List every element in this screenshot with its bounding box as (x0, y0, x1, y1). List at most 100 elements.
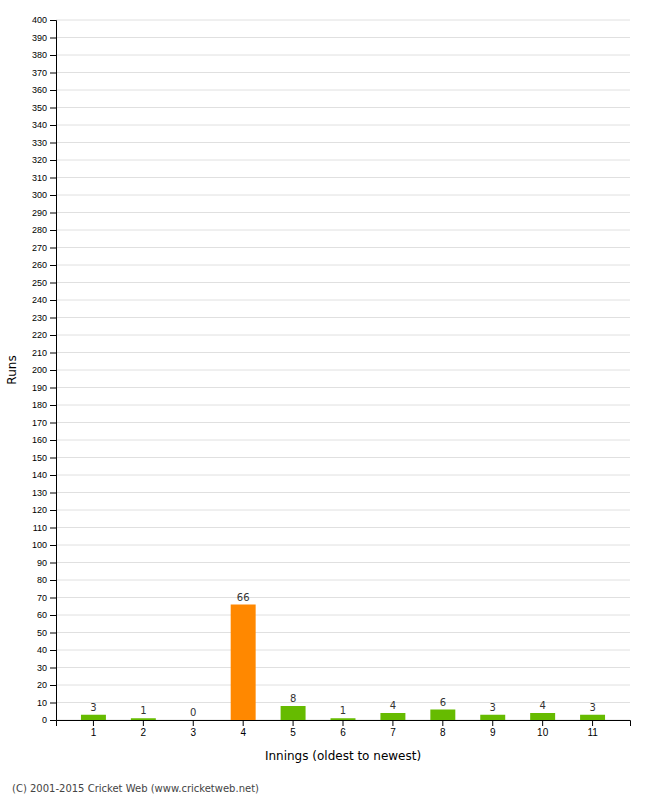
grid-line (56, 457, 630, 458)
y-tick-label: 320 (32, 155, 47, 165)
y-tick: 110 (33, 523, 56, 533)
x-tick: 9 (490, 720, 496, 738)
grid-line (56, 615, 630, 616)
x-axis-title: Innings (oldest to newest) (265, 749, 421, 763)
data-label: 4 (539, 700, 545, 711)
grid-line (56, 125, 630, 126)
y-tick: 260 (32, 260, 56, 270)
grid-line (56, 107, 630, 108)
y-tick: 90 (37, 558, 56, 568)
grid-line (56, 632, 630, 633)
y-tick-mark (50, 458, 56, 459)
data-label: 66 (237, 592, 250, 603)
y-axis: 0102030405060708090100110120130140150160… (32, 15, 57, 725)
grid-line (56, 422, 630, 423)
y-tick: 100 (32, 540, 56, 550)
grid (56, 20, 630, 720)
y-tick-mark (50, 423, 56, 424)
y-tick-label: 150 (32, 453, 47, 463)
x-tick: 11 (587, 720, 598, 738)
x-tick: 2 (141, 720, 147, 738)
x-tick-mark (343, 720, 344, 726)
y-tick-label: 390 (32, 33, 47, 43)
y-tick-label: 350 (32, 103, 47, 113)
data-label: 0 (190, 707, 196, 718)
grid-line (56, 440, 630, 441)
x-tick: 4 (240, 720, 246, 738)
y-tick-label: 220 (32, 330, 47, 340)
y-tick: 240 (32, 295, 56, 305)
grid-line (56, 545, 630, 546)
grid-line (56, 685, 630, 686)
y-tick-mark (50, 528, 56, 529)
grid-line (56, 510, 630, 511)
y-tick-mark (50, 370, 56, 371)
y-tick-mark (50, 668, 56, 669)
bar (331, 718, 356, 720)
grid-line (56, 580, 630, 581)
grid-line (56, 527, 630, 528)
footer: (C) 2001-2015 Cricket Web (www.cricketwe… (12, 783, 259, 794)
y-tick: 160 (32, 435, 56, 445)
data-label: 1 (140, 705, 146, 716)
y-tick-mark (50, 580, 56, 581)
y-tick: 270 (32, 243, 56, 253)
y-tick-mark (50, 633, 56, 634)
data-label: 1 (340, 705, 346, 716)
x-tick-label: 10 (537, 727, 549, 738)
y-tick-mark (50, 353, 56, 354)
y-tick-mark (50, 20, 56, 21)
x-tick-mark (243, 720, 244, 726)
data-label: 3 (490, 702, 496, 713)
y-tick-label: 280 (32, 225, 47, 235)
y-tick: 30 (37, 663, 56, 673)
y-tick: 140 (32, 470, 56, 480)
y-tick-mark (50, 230, 56, 231)
grid-line (56, 177, 630, 178)
grid-line (56, 352, 630, 353)
grid-line (56, 90, 630, 91)
y-tick-mark (50, 283, 56, 284)
y-tick-label: 300 (32, 190, 47, 200)
y-tick-label: 130 (32, 488, 47, 498)
bar (131, 718, 156, 720)
y-tick: 200 (32, 365, 56, 375)
y-tick-mark (50, 160, 56, 161)
x-tick-label: 9 (490, 727, 496, 738)
y-tick: 150 (32, 453, 56, 463)
bar (81, 715, 106, 720)
grid-line (56, 650, 630, 651)
y-tick: 220 (32, 330, 56, 340)
grid-line (56, 195, 630, 196)
grid-line (56, 212, 630, 213)
grid-line (56, 72, 630, 73)
x-tick-label: 7 (390, 727, 396, 738)
y-tick-label: 190 (32, 383, 47, 393)
data-label: 3 (589, 702, 595, 713)
grid-line (56, 492, 630, 493)
bar (430, 710, 455, 721)
y-tick: 40 (37, 645, 56, 655)
y-tick-mark (50, 38, 56, 39)
x-tick-label: 11 (587, 727, 598, 738)
grid-line (56, 55, 630, 56)
x-tick-mark (143, 720, 144, 726)
y-tick-label: 80 (37, 575, 47, 585)
y-tick-mark (50, 248, 56, 249)
y-tick-mark (50, 335, 56, 336)
x-tick: 6 (340, 720, 346, 738)
y-tick-mark (50, 125, 56, 126)
y-tick-mark (50, 265, 56, 266)
y-tick: 400 (32, 15, 56, 25)
y-tick-mark (50, 563, 56, 564)
data-labels: 310668146343 (90, 592, 596, 719)
y-tick: 60 (37, 610, 56, 620)
y-tick: 360 (32, 85, 56, 95)
y-tick-label: 10 (37, 698, 47, 708)
x-tick-mark (392, 720, 393, 726)
grid-line (56, 335, 630, 336)
y-tick-label: 160 (32, 435, 47, 445)
y-tick-label: 310 (32, 173, 47, 183)
y-tick: 250 (32, 278, 56, 288)
y-tick-label: 250 (32, 278, 47, 288)
